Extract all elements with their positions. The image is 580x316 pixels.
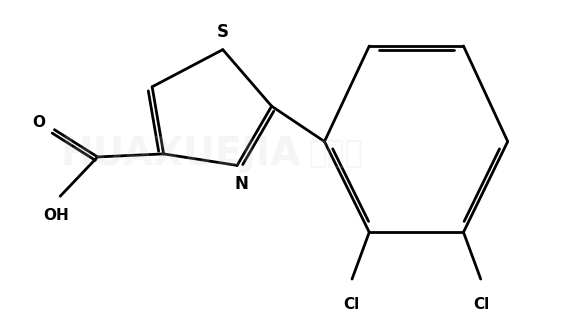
Text: S: S bbox=[217, 23, 229, 41]
Text: Cl: Cl bbox=[474, 297, 490, 312]
Text: OH: OH bbox=[43, 208, 68, 223]
Text: 科学加: 科学加 bbox=[309, 139, 363, 168]
Text: N: N bbox=[235, 174, 249, 192]
Text: HUAXUEJIA: HUAXUEJIA bbox=[60, 135, 301, 173]
Text: O: O bbox=[32, 115, 45, 130]
Text: Cl: Cl bbox=[343, 297, 359, 312]
